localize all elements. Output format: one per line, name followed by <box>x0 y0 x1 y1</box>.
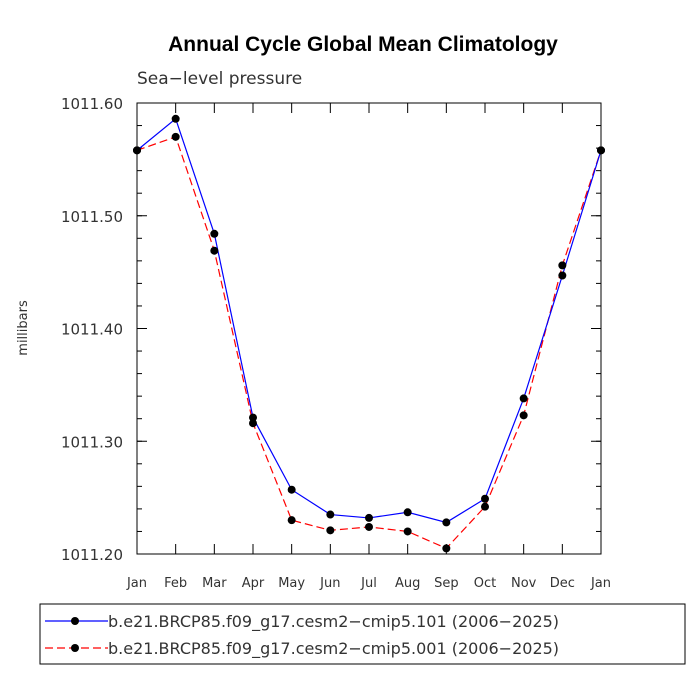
x-tick-label: Aug <box>395 576 420 591</box>
series-1-point <box>287 485 296 494</box>
series-1-point <box>171 114 180 123</box>
x-tick-label: May <box>278 576 305 591</box>
y-tick-label: 1011.40 <box>61 321 123 339</box>
series-2-point <box>442 544 451 553</box>
x-tick-label: Mar <box>202 576 227 591</box>
series-1-point <box>249 413 257 422</box>
series-line-2 <box>136 136 602 550</box>
x-tick-label: Dec <box>550 576 575 591</box>
chart-title: Annual Cycle Global Mean Climatology <box>168 33 558 56</box>
series-1-point <box>365 513 373 522</box>
y-tick-label: 1011.60 <box>61 95 123 113</box>
series-1-point <box>403 508 412 517</box>
legend: b.e21.BRCP85.f09_g17.cesm2−cmip5.101 (20… <box>39 603 686 665</box>
x-tick-label: Oct <box>474 576 496 591</box>
series-line-1 <box>136 117 602 524</box>
series-2-point <box>326 526 335 535</box>
x-tick-label: Feb <box>164 576 187 591</box>
legend-marker-1 <box>71 617 79 625</box>
series-2-point <box>403 527 412 536</box>
series-1-point <box>210 229 219 238</box>
x-tick-label: Sep <box>434 576 459 591</box>
x-tick-label: Apr <box>242 576 265 591</box>
y-axis-label: millibars <box>16 300 31 356</box>
legend-label-2: b.e21.BRCP85.f09_g17.cesm2−cmip5.001 (20… <box>108 639 559 659</box>
x-tick-label: Jul <box>360 576 377 591</box>
legend-box <box>39 603 686 665</box>
plot-frame <box>136 102 602 555</box>
series-1-point <box>442 518 451 527</box>
x-tick-label: Jun <box>319 576 340 591</box>
series-2-point <box>481 502 489 511</box>
x-tick-label: Jan <box>126 576 147 591</box>
series-1-point <box>558 271 567 280</box>
legend-marker-2 <box>71 644 79 652</box>
y-tick-label: 1011.20 <box>61 546 123 564</box>
series-1-point <box>326 510 335 519</box>
series-2-point <box>558 261 567 270</box>
series-2-point <box>365 522 373 531</box>
series-1-point <box>481 494 489 503</box>
series-1-point <box>519 394 528 403</box>
series-2-point <box>210 246 219 255</box>
y-tick-label: 1011.30 <box>61 433 123 451</box>
series-2-point <box>249 419 257 428</box>
series-2-point <box>519 411 528 420</box>
legend-label-1: b.e21.BRCP85.f09_g17.cesm2−cmip5.101 (20… <box>108 612 559 632</box>
y-tick-label: 1011.50 <box>61 208 123 226</box>
series-2-point <box>133 146 141 155</box>
series-2-point <box>171 132 180 141</box>
series-2-point <box>597 146 605 155</box>
x-tick-label: Nov <box>511 576 537 591</box>
series-2-point <box>287 516 296 525</box>
x-tick-label: Jan <box>590 576 611 591</box>
chart-subtitle: Sea−level pressure <box>137 69 302 89</box>
